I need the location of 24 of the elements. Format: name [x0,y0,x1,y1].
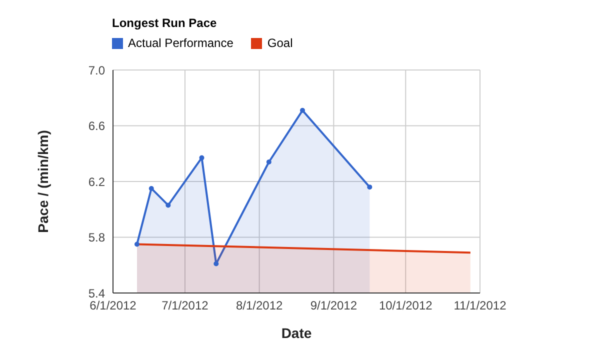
x-axis-title: Date [281,325,312,341]
legend-label: Goal [267,36,293,50]
x-tick-label: 9/1/2012 [310,298,358,313]
point [300,108,305,113]
legend-label: Actual Performance [128,36,234,50]
y-tick-label: 6.6 [88,119,106,134]
x-tick-label: 6/1/2012 [90,298,137,313]
y-tick-label: 5.8 [88,230,106,245]
point [134,242,140,247]
y-axis-title: Pace / (min/km) [34,130,51,233]
chart-title: Longest Run Pace [112,16,217,30]
point [166,202,171,208]
point [214,261,219,266]
x-tick-label: 7/1/2012 [162,298,209,313]
point [266,159,272,164]
point [199,155,204,160]
x-tick-label: 8/1/2012 [236,298,283,313]
point [367,184,372,190]
y-tick-label: 5.4 [88,286,106,300]
x-tick-label: 10/1/2012 [378,298,433,313]
y-tick-label: 7.0 [88,63,106,78]
x-tick-label: 11/1/2012 [454,298,507,313]
y-tick-label: 6.2 [88,174,106,189]
point [148,186,154,191]
